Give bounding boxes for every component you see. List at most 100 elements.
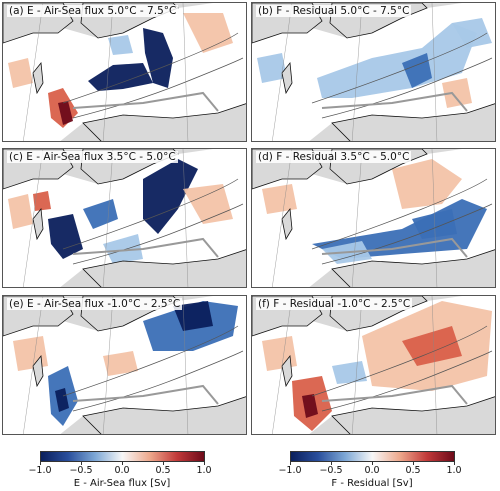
contour-line [62, 32, 239, 104]
flux-region [13, 336, 48, 371]
flux-region [33, 191, 51, 211]
panel-e: (e) E - Air-Sea flux -1.0°C - 2.5°C [2, 295, 247, 435]
graticule-line [351, 3, 363, 141]
graticule-line [182, 296, 189, 434]
colorbar-f-label: F - Residual [Sv] [331, 478, 413, 489]
graticule-line [23, 296, 44, 434]
landmass [281, 354, 293, 388]
flux-region [392, 159, 462, 209]
landmass [281, 61, 293, 95]
contour-line [72, 350, 244, 412]
colorbar-f-gradient [290, 451, 455, 462]
panel-title-d: (d) F - Residual 3.5°C - 5.0°C [256, 151, 412, 163]
flux-region [88, 63, 153, 91]
panel-title-c: (c) E - Air-Sea flux 3.5°C - 5.0°C [7, 151, 178, 163]
map-c [3, 149, 246, 287]
panel-title-a: (a) E - Air-Sea flux 5.0°C - 7.5°C [7, 5, 179, 17]
landmass [281, 207, 293, 241]
flux-region [8, 194, 33, 229]
panel-title-b: (b) F - Residual 5.0°C - 7.5°C [256, 5, 412, 17]
flux-region [103, 351, 138, 376]
map-b [252, 3, 495, 141]
flux-region [452, 18, 492, 48]
colorbar-e-tick: −1.0 [28, 465, 52, 476]
landmass [32, 354, 44, 388]
map-f [252, 296, 495, 434]
boundary-line [321, 91, 468, 112]
landmass [82, 103, 246, 141]
contour-line [311, 325, 488, 397]
contour-line [321, 350, 493, 412]
colorbar-e-tick: −0.5 [69, 465, 93, 476]
boundary-line [72, 237, 219, 258]
graticule-line [272, 3, 293, 141]
contour-line [62, 325, 239, 397]
graticule-line [431, 296, 438, 434]
flux-region [332, 361, 367, 384]
colorbar-f-tick: −0.5 [319, 465, 343, 476]
panel-a: (a) E - Air-Sea flux 5.0°C - 7.5°C [2, 2, 247, 142]
colorbar-e-tick: 0.5 [155, 465, 171, 476]
panel-d: (d) F - Residual 3.5°C - 5.0°C [251, 148, 496, 288]
flux-region [302, 394, 318, 418]
contour-line [62, 178, 239, 250]
landmass [331, 396, 495, 434]
flux-region [83, 199, 118, 229]
colorbar-f: −1.0 −0.5 0.0 0.5 1.0 F - Residual [Sv] [250, 451, 500, 491]
landmass [32, 61, 44, 95]
flux-region [143, 28, 173, 88]
landmass [32, 207, 44, 241]
panel-b: (b) F - Residual 5.0°C - 7.5°C [251, 2, 496, 142]
flux-region [442, 78, 472, 108]
colorbar-f-tick: −1.0 [278, 465, 302, 476]
landmass [331, 103, 495, 141]
panel-f: (f) F - Residual -1.0°C - 2.5°C [251, 295, 496, 435]
panel-title-e: (e) E - Air-Sea flux -1.0°C - 2.5°C [7, 298, 183, 310]
graticule-line [351, 149, 363, 287]
colorbar-e-label: E - Air-Sea flux [Sv] [73, 478, 171, 489]
flux-region [173, 301, 213, 331]
colorbar-f-tick: 0.0 [364, 465, 380, 476]
colorbar-e: −1.0 −0.5 0.0 0.5 1.0 E - Air-Sea flux [… [0, 451, 250, 491]
colorbar-e-tick: 0.0 [114, 465, 130, 476]
graticule-line [431, 3, 438, 141]
map-d [252, 149, 495, 287]
graticule-line [23, 3, 44, 141]
graticule-line [272, 296, 293, 434]
contour-line [311, 32, 488, 104]
contour-line [311, 178, 488, 250]
colorbar-f-tick: 0.5 [405, 465, 421, 476]
contour-line [321, 203, 493, 265]
colorbar-f-tick: 1.0 [446, 465, 462, 476]
contour-line [72, 203, 244, 265]
landmass [82, 249, 246, 287]
flux-region [257, 53, 287, 83]
colorbar-e-gradient [40, 451, 205, 462]
graticule-line [23, 149, 44, 287]
flux-region [183, 13, 233, 53]
graticule-line [102, 3, 114, 141]
graticule-line [351, 296, 363, 434]
flux-region [317, 23, 477, 98]
panel-c: (c) E - Air-Sea flux 3.5°C - 5.0°C [2, 148, 247, 288]
boundary-line [321, 384, 468, 405]
flux-region [108, 35, 133, 55]
map-e [3, 296, 246, 434]
map-a [3, 3, 246, 141]
boundary-line [72, 91, 219, 112]
contour-line [321, 57, 493, 119]
flux-region [55, 388, 69, 412]
graticule-line [182, 149, 189, 287]
flux-region [48, 214, 83, 259]
boundary-line [72, 384, 219, 405]
flux-region [8, 58, 33, 88]
colorbar-e-tick: 1.0 [196, 465, 212, 476]
flux-region [262, 184, 297, 214]
graticule-line [431, 149, 438, 287]
graticule-line [102, 149, 114, 287]
graticule-line [182, 3, 189, 141]
graticule-line [272, 149, 293, 287]
panel-title-f: (f) F - Residual -1.0°C - 2.5°C [256, 298, 413, 310]
contour-line [72, 57, 244, 119]
flux-region [103, 234, 143, 264]
